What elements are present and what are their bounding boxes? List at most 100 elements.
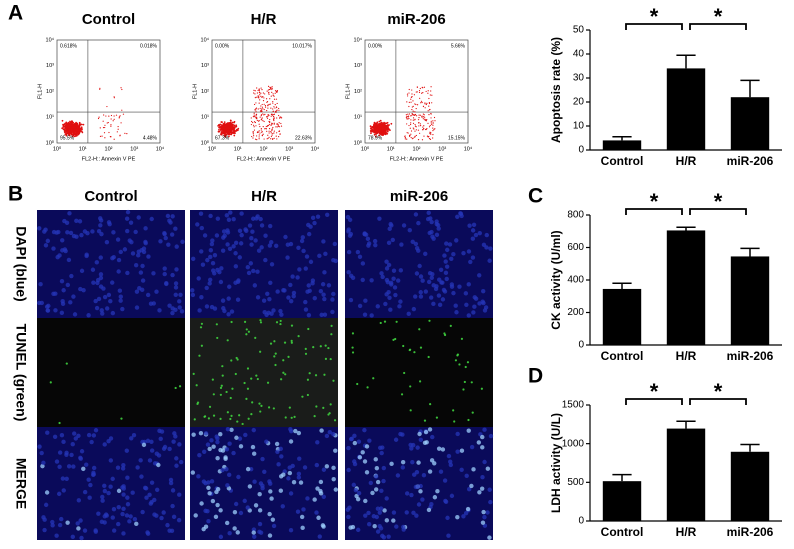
nucleus <box>447 242 453 247</box>
nucleus <box>226 312 231 317</box>
event <box>427 122 429 124</box>
nucleus <box>110 476 115 482</box>
nucleus <box>116 504 121 510</box>
nucleus <box>65 520 70 525</box>
event <box>273 123 275 125</box>
nucleus <box>268 489 273 494</box>
nucleus <box>413 351 416 354</box>
nucleus <box>327 346 330 350</box>
nucleus <box>253 503 259 508</box>
nucleus <box>471 222 477 228</box>
event <box>426 135 429 137</box>
event <box>99 87 101 89</box>
nucleus <box>111 507 117 512</box>
nucleus <box>226 411 229 414</box>
nucleus <box>346 445 351 451</box>
nucleus <box>463 291 469 296</box>
nucleus <box>355 496 361 502</box>
nucleus <box>399 242 404 247</box>
nucleus <box>308 372 311 375</box>
event <box>262 100 265 102</box>
nucleus <box>347 505 352 510</box>
nucleus <box>411 510 416 515</box>
nucleus <box>233 264 239 269</box>
nucleus <box>141 249 147 255</box>
nucleus <box>49 381 52 384</box>
nucleus <box>477 273 482 278</box>
nucleus <box>42 527 47 533</box>
nucleus <box>308 259 314 265</box>
event <box>257 131 259 133</box>
plot-frame <box>364 39 469 144</box>
nucleus <box>245 264 251 270</box>
nucleus <box>220 248 226 253</box>
nucleus <box>246 270 252 276</box>
event <box>252 130 254 133</box>
nucleus <box>144 495 149 500</box>
event <box>276 109 278 111</box>
nucleus <box>37 226 42 231</box>
nucleus <box>203 431 209 436</box>
event <box>262 113 264 115</box>
nucleus <box>110 515 115 520</box>
nucleus <box>384 266 390 271</box>
nucleus <box>147 492 152 498</box>
nucleus <box>417 431 422 437</box>
nucleus <box>379 488 384 493</box>
nucleus <box>400 459 406 465</box>
nucleus <box>236 420 239 423</box>
nucleus <box>140 278 146 283</box>
event <box>220 127 223 130</box>
event <box>227 135 230 138</box>
nucleus <box>274 363 277 367</box>
nucleus <box>192 372 195 375</box>
nucleus <box>45 430 50 435</box>
nucleus <box>84 252 89 257</box>
event <box>418 114 420 116</box>
nucleus <box>129 436 134 441</box>
event <box>377 126 380 129</box>
nucleus <box>121 484 126 489</box>
event <box>252 135 255 137</box>
nucleus <box>143 240 148 246</box>
event <box>430 133 432 135</box>
event <box>224 132 226 135</box>
nucleus <box>251 451 257 456</box>
nucleus <box>410 239 415 245</box>
event <box>281 117 283 119</box>
nucleus <box>121 492 126 497</box>
nucleus <box>233 240 239 246</box>
nucleus <box>413 241 419 247</box>
nucleus <box>372 377 375 380</box>
event <box>258 88 260 90</box>
y-tick-label: 10⁰ <box>354 139 363 146</box>
nucleus <box>168 477 174 483</box>
event <box>412 117 415 119</box>
event <box>275 111 277 114</box>
nucleus <box>258 530 264 535</box>
event <box>70 124 73 127</box>
nucleus <box>456 354 459 357</box>
nucleus <box>235 279 241 285</box>
event <box>411 106 413 108</box>
event <box>103 114 105 116</box>
event <box>261 108 263 110</box>
nucleus <box>403 371 406 375</box>
y-tick-label: 10⁴ <box>201 36 210 43</box>
event <box>231 124 234 127</box>
nucleus <box>392 338 395 341</box>
nucleus <box>86 432 92 438</box>
nucleus <box>454 359 458 362</box>
nucleus <box>382 508 387 513</box>
nucleus <box>357 455 363 460</box>
event <box>118 116 121 118</box>
nucleus <box>82 229 88 234</box>
quadrant-percent: 67.3% <box>215 135 230 141</box>
event <box>280 125 283 127</box>
event <box>278 126 280 128</box>
event <box>269 123 271 126</box>
event <box>414 103 416 105</box>
event <box>69 121 72 124</box>
event <box>78 126 81 129</box>
nucleus <box>231 244 236 249</box>
